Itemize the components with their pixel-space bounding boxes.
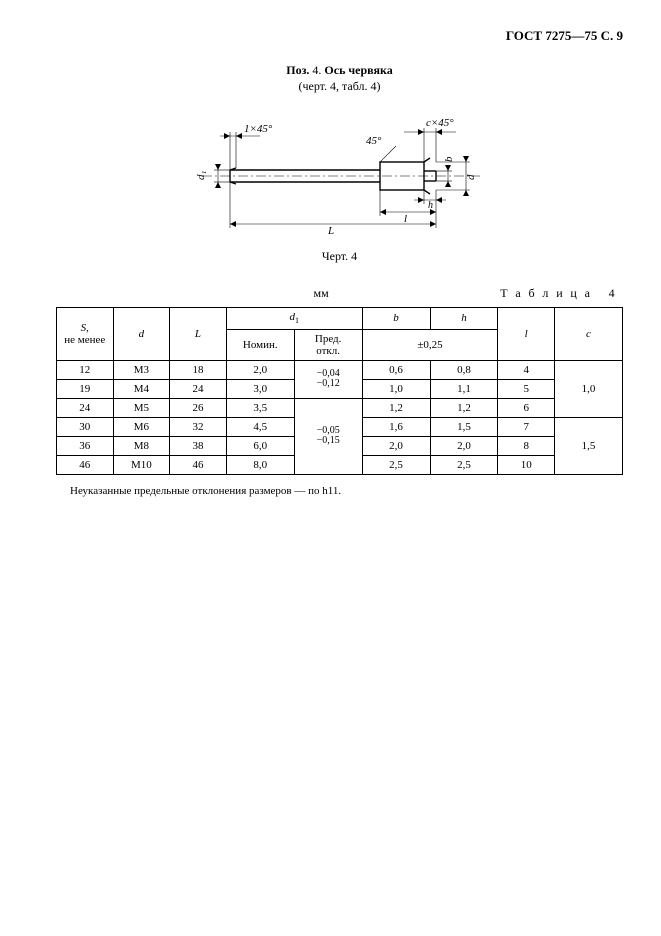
cell-b: 1,0 [362, 379, 430, 398]
label-chamfer-left: 1×45° [244, 123, 273, 135]
cell-b: 1,6 [362, 417, 430, 436]
cell-l: 5 [498, 379, 555, 398]
label-l: l [404, 213, 407, 225]
cell-d: M6 [113, 417, 170, 436]
cell-S: 46 [57, 455, 114, 474]
th-c: c [555, 308, 623, 360]
th-d: d [113, 308, 170, 360]
cell-nom: 8,0 [226, 455, 294, 474]
cell-d: M10 [113, 455, 170, 474]
cell-L: 18 [170, 360, 227, 379]
cell-L: 24 [170, 379, 227, 398]
cell-S: 24 [57, 398, 114, 417]
cell-L: 38 [170, 436, 227, 455]
cell-L: 32 [170, 417, 227, 436]
cell-L: 26 [170, 398, 227, 417]
th-s: S, не менее [57, 308, 114, 360]
table-body: 12 M3 18 2,0 −0,04 −0,12 0,6 0,8 4 1,0 1… [57, 360, 623, 474]
technical-drawing: 1×45° c×45° 45° d₁ d b h l L [190, 104, 490, 239]
label-b: b [443, 156, 455, 162]
cell-L: 46 [170, 455, 227, 474]
th-nom: Номин. [226, 329, 294, 360]
cell-nom: 3,0 [226, 379, 294, 398]
cell-h: 1,2 [430, 398, 498, 417]
cell-l: 7 [498, 417, 555, 436]
cell-nom: 4,5 [226, 417, 294, 436]
cell-l: 8 [498, 436, 555, 455]
pos-prefix: Поз. [286, 63, 309, 77]
cell-dev-top: −0,04 −0,12 [294, 360, 362, 398]
units-row: мм Т а б л и ц а 4 [62, 286, 617, 301]
cell-h: 1,5 [430, 417, 498, 436]
label-d: d [465, 174, 477, 180]
cell-dev-bottom: −0,05 −0,15 [294, 398, 362, 474]
cell-d: M5 [113, 398, 170, 417]
cell-h: 2,0 [430, 436, 498, 455]
page-header: ГОСТ 7275—75 С. 9 [56, 28, 623, 44]
th-l: l [498, 308, 555, 360]
cell-S: 12 [57, 360, 114, 379]
th-L: L [170, 308, 227, 360]
cell-nom: 2,0 [226, 360, 294, 379]
label-d1: d₁ [195, 171, 207, 181]
th-d1: d1 [226, 308, 362, 329]
cell-b: 2,0 [362, 436, 430, 455]
cell-b: 2,5 [362, 455, 430, 474]
figure-caption: Черт. 4 [56, 249, 623, 264]
title-ref: (черт. 4, табл. 4) [298, 79, 380, 93]
footnote: Неуказанные предельные отклонения размер… [70, 485, 623, 497]
cell-d: M3 [113, 360, 170, 379]
cell-d: M4 [113, 379, 170, 398]
table-row: 12 M3 18 2,0 −0,04 −0,12 0,6 0,8 4 1,0 [57, 360, 623, 379]
th-dev: Пред. откл. [294, 329, 362, 360]
label-L-big: L [327, 225, 334, 234]
cell-h: 1,1 [430, 379, 498, 398]
cell-h: 2,5 [430, 455, 498, 474]
cell-d: M8 [113, 436, 170, 455]
table-header-row: S, не менее d L d1 b h l c [57, 308, 623, 329]
cell-b: 0,6 [362, 360, 430, 379]
cell-l: 10 [498, 455, 555, 474]
cell-nom: 3,5 [226, 398, 294, 417]
figure-title: Поз. 4. Ось червяка (черт. 4, табл. 4) [56, 62, 623, 94]
cell-h: 0,8 [430, 360, 498, 379]
th-b: b [362, 308, 430, 329]
cell-c-bottom: 1,5 [555, 417, 623, 474]
label-h: h [428, 200, 433, 211]
cell-l: 4 [498, 360, 555, 379]
cell-nom: 6,0 [226, 436, 294, 455]
label-chamfer-right: c×45° [426, 117, 454, 129]
pos-num: 4. [312, 63, 321, 77]
dimensions-table: S, не менее d L d1 b h l c Номин. Пред. … [56, 307, 623, 474]
cell-c-top: 1,0 [555, 360, 623, 417]
part-name: Ось червяка [324, 63, 392, 77]
cell-S: 36 [57, 436, 114, 455]
table-row: 24 M5 26 3,5 −0,05 −0,15 1,2 1,2 6 [57, 398, 623, 417]
th-h: h [430, 308, 498, 329]
cell-l: 6 [498, 398, 555, 417]
table-label: Т а б л и ц а 4 [500, 286, 617, 301]
label-angle45: 45° [366, 135, 382, 147]
cell-S: 19 [57, 379, 114, 398]
th-bh-tol: ±0,25 [362, 329, 498, 360]
units-label: мм [142, 286, 500, 301]
cell-S: 30 [57, 417, 114, 436]
cell-b: 1,2 [362, 398, 430, 417]
